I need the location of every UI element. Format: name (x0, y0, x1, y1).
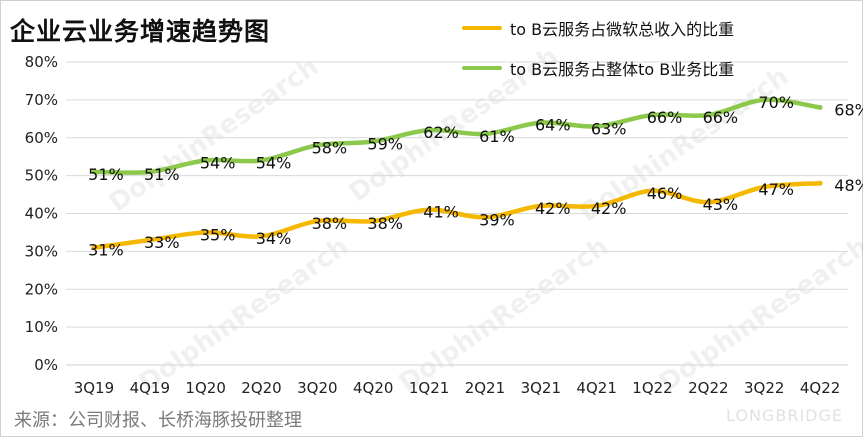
data-point-series2 (705, 112, 711, 118)
series-line-1 (91, 180, 823, 250)
data-point-series1 (426, 207, 432, 213)
data-point-series2 (817, 104, 823, 110)
data-point-series2 (370, 139, 376, 145)
data-point-series2 (482, 131, 488, 137)
data-point-series2 (259, 157, 264, 163)
y-tick-label: 20% (25, 280, 58, 298)
data-point-series1 (705, 199, 711, 205)
data-point-series1 (482, 214, 488, 220)
data-label-series2: 51% (88, 165, 124, 184)
y-tick-label: 60% (25, 129, 58, 147)
data-label-series1: 31% (88, 241, 124, 260)
x-tick-label: 4Q19 (130, 379, 170, 397)
x-tick-label: 2Q21 (465, 379, 505, 397)
legend-label-series2: to B云服务占整体to B业务比重 (510, 60, 735, 79)
data-label-series2: 59% (367, 135, 403, 154)
x-tick-label: 3Q20 (297, 379, 337, 397)
data-label-series2: 62% (423, 123, 459, 142)
data-point-series2 (426, 127, 432, 133)
legend-swatch-series1 (462, 26, 502, 30)
data-label-series1: 48% (834, 176, 863, 195)
x-tick-label: 2Q20 (241, 379, 281, 397)
y-tick-label: 10% (25, 318, 58, 336)
data-label-series1: 46% (647, 184, 683, 203)
y-tick-label: 70% (25, 91, 58, 109)
data-point-series2 (314, 142, 320, 148)
y-tick-label: 0% (34, 356, 58, 374)
legend-swatch-series2 (462, 66, 502, 70)
data-point-series2 (203, 157, 209, 163)
data-point-series1 (538, 203, 544, 209)
y-tick-label: 80% (25, 53, 58, 71)
x-tick-label: 3Q22 (744, 379, 784, 397)
data-point-series1 (203, 229, 209, 235)
data-point-series2 (650, 112, 655, 118)
watermark-brand: LONGBRIDGE (726, 406, 843, 425)
legend-item-series2: to B云服务占整体to B业务比重 (462, 48, 734, 88)
data-point-series1 (817, 180, 823, 186)
x-tick-label: 4Q22 (800, 379, 840, 397)
x-tick-label: 4Q20 (353, 379, 393, 397)
x-tick-label: 1Q21 (409, 379, 449, 397)
data-point-series1 (259, 233, 264, 239)
data-label-series2: 66% (647, 108, 683, 127)
data-label-series2: 68% (834, 100, 863, 119)
legend: to B云服务占微软总收入的比重 to B云服务占整体to B业务比重 (462, 8, 734, 88)
data-point-series1 (594, 203, 600, 209)
data-point-series2 (761, 97, 767, 103)
data-point-series1 (761, 184, 767, 190)
data-label-series1: 35% (200, 225, 236, 244)
legend-item-series1: to B云服务占微软总收入的比重 (462, 8, 734, 48)
data-label-series2: 54% (256, 153, 292, 172)
data-label-series2: 61% (479, 127, 515, 146)
data-label-series2: 66% (703, 108, 739, 127)
data-label-series1: 33% (144, 233, 180, 252)
data-label-series1: 38% (367, 214, 403, 233)
data-label-series2: 64% (535, 116, 571, 135)
data-point-series2 (594, 123, 600, 129)
data-point-series1 (370, 218, 376, 224)
data-label-series2: 54% (200, 153, 236, 172)
data-point-series1 (314, 218, 320, 224)
chart-title: 企业云业务增速趋势图 (10, 17, 271, 46)
data-label-series2: 63% (591, 119, 627, 138)
data-label-series1: 39% (479, 210, 515, 229)
data-label-series1: 38% (312, 214, 348, 233)
data-label-series2: 70% (758, 93, 794, 112)
data-point-series2 (538, 120, 544, 126)
data-point-series1 (147, 237, 153, 243)
data-label-series1: 42% (591, 199, 627, 218)
data-label-series2: 51% (144, 165, 180, 184)
series-line-2 (91, 97, 823, 175)
x-tick-label: 1Q20 (185, 379, 225, 397)
data-label-series1: 47% (758, 180, 794, 199)
data-label-series1: 43% (703, 195, 739, 214)
x-tick-label: 3Q21 (521, 379, 561, 397)
data-point-series1 (91, 245, 97, 251)
data-label-series1: 42% (535, 199, 571, 218)
data-point-series2 (91, 169, 97, 175)
data-point-series1 (650, 188, 655, 194)
y-tick-label: 40% (25, 205, 58, 223)
y-tick-label: 30% (25, 242, 58, 260)
x-tick-label: 2Q22 (688, 379, 728, 397)
data-point-series2 (147, 169, 153, 175)
x-tick-label: 3Q19 (74, 379, 114, 397)
legend-label-series1: to B云服务占微软总收入的比重 (510, 20, 735, 39)
data-label-series1: 41% (423, 203, 459, 222)
x-tick-label: 1Q22 (632, 379, 672, 397)
data-label-series1: 34% (256, 229, 292, 248)
data-label-series2: 58% (312, 138, 348, 157)
y-tick-label: 50% (25, 167, 58, 185)
x-tick-label: 4Q21 (576, 379, 616, 397)
source-note: 来源：公司财报、长桥海豚投研整理 (14, 410, 302, 431)
